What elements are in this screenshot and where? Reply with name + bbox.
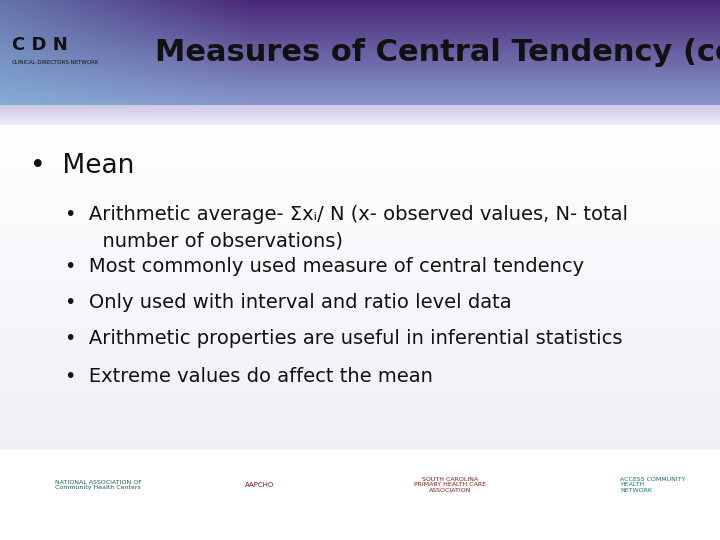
Text: Measures of Central Tendency (cont.): Measures of Central Tendency (cont.) — [155, 38, 720, 67]
Text: •  Extreme values do affect the mean: • Extreme values do affect the mean — [65, 367, 433, 386]
Text: SOUTH CAROLINA
PRIMARY HEALTH CARE
ASSOCIATION: SOUTH CAROLINA PRIMARY HEALTH CARE ASSOC… — [414, 477, 486, 494]
Text: •  Arithmetic average- Σxᵢ/ N (x- observed values, N- total
      number of obse: • Arithmetic average- Σxᵢ/ N (x- observe… — [65, 205, 628, 251]
Text: •  Only used with interval and ratio level data: • Only used with interval and ratio leve… — [65, 293, 512, 312]
Text: CLINICAL·DIRECTORS·NETWORK: CLINICAL·DIRECTORS·NETWORK — [12, 60, 99, 65]
Text: •  Most commonly used measure of central tendency: • Most commonly used measure of central … — [65, 257, 584, 276]
Text: •  Mean: • Mean — [30, 153, 135, 179]
Text: AAPCHO: AAPCHO — [246, 482, 274, 488]
Bar — [0, 450, 720, 540]
Text: C D N: C D N — [12, 36, 68, 53]
Text: NATIONAL ASSOCIATION OF
Community Health Centers: NATIONAL ASSOCIATION OF Community Health… — [55, 480, 142, 490]
Text: •  Arithmetic properties are useful in inferential statistics: • Arithmetic properties are useful in in… — [65, 329, 623, 348]
Text: ACCESS COMMUNITY
HEALTH
NETWORK: ACCESS COMMUNITY HEALTH NETWORK — [620, 477, 685, 494]
